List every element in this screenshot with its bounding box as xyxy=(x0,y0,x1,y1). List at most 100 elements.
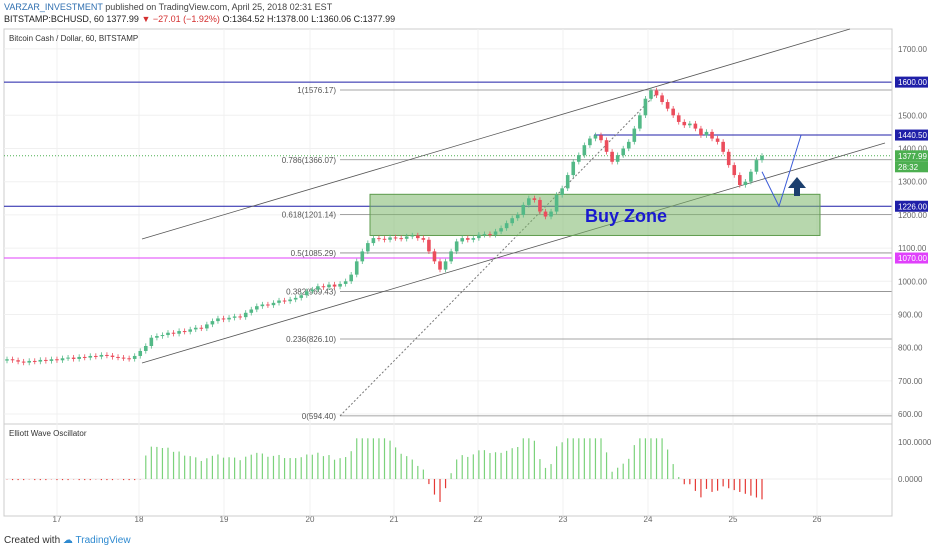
fib-level-label: 0.382(969.43) xyxy=(286,287,336,296)
x-tick-label: 17 xyxy=(53,515,62,524)
candle-body xyxy=(599,135,603,141)
candle-body xyxy=(149,337,154,346)
candle-body xyxy=(271,302,276,306)
candle-body xyxy=(399,238,403,240)
osc-tick-label: 100.0000 xyxy=(898,438,932,447)
candle-body xyxy=(538,199,542,212)
candle-body xyxy=(49,359,54,361)
candle-body xyxy=(354,261,359,275)
tradingview-logo-icon[interactable]: ☁ xyxy=(62,535,73,546)
fib-level-label: 0.5(1085.29) xyxy=(291,249,337,258)
candle-body xyxy=(55,359,59,361)
y-tick-label: 800.00 xyxy=(898,344,923,353)
candle-body xyxy=(138,350,143,356)
candle-body xyxy=(332,284,337,287)
candle-body xyxy=(32,360,37,362)
candle-body xyxy=(5,359,9,361)
candle-body xyxy=(493,231,498,235)
fib-level-label: 1(1576.17) xyxy=(297,86,336,95)
candle-body xyxy=(688,123,692,126)
candle-body xyxy=(110,355,115,357)
candle-body xyxy=(121,357,126,359)
x-tick-label: 22 xyxy=(474,515,483,524)
price-badge-label: 1226.00 xyxy=(898,202,927,211)
candle-body xyxy=(232,316,237,318)
author-link[interactable]: VARZAR_INVESTMENT xyxy=(4,2,103,12)
y-tick-label: 1700.00 xyxy=(898,45,927,54)
x-tick-label: 19 xyxy=(220,515,229,524)
candle-body xyxy=(255,306,259,310)
candle-body xyxy=(166,332,170,336)
price-badge xyxy=(895,252,928,264)
candle-body xyxy=(488,234,492,236)
candle-body xyxy=(171,332,176,334)
candle-body xyxy=(27,360,32,363)
candle-body xyxy=(238,316,242,318)
y-tick-label: 1400.00 xyxy=(898,144,927,153)
candle-body xyxy=(743,181,748,186)
candle-body xyxy=(277,300,281,303)
candle-body xyxy=(94,355,98,357)
candle-body xyxy=(532,198,537,200)
candle-body xyxy=(393,237,398,239)
candle-body xyxy=(371,238,376,244)
candle-body xyxy=(527,198,531,205)
low-value: L:1360.06 xyxy=(311,14,352,24)
candle-body xyxy=(565,175,570,189)
candle-body xyxy=(610,151,614,162)
candle-body xyxy=(316,286,320,290)
candle-body xyxy=(604,140,609,152)
candle-body xyxy=(460,238,465,242)
price-badge-label: 28:32 xyxy=(898,163,919,172)
x-tick-label: 25 xyxy=(729,515,738,524)
candle-body xyxy=(554,194,559,212)
candle-body xyxy=(549,211,553,217)
last-price: 1377.99 xyxy=(106,14,139,24)
candle-body xyxy=(715,138,720,142)
candle-body xyxy=(477,234,481,239)
candle-body xyxy=(510,218,514,224)
candle-body xyxy=(710,131,714,139)
candle-body xyxy=(443,261,448,270)
candle-body xyxy=(199,327,204,329)
candle-body xyxy=(571,161,576,176)
fib-level-label: 0.618(1201.14) xyxy=(282,211,337,220)
candle-body xyxy=(421,238,426,240)
candle-body xyxy=(155,336,159,338)
channel-lower-line xyxy=(141,142,886,364)
price-badge-label: 1600.00 xyxy=(898,78,927,87)
price-badge-label: 1440.50 xyxy=(898,131,927,140)
candle-body xyxy=(404,236,409,239)
candle-body xyxy=(338,283,342,287)
symbol-label: BITSTAMP:BCHUSD, 60 xyxy=(4,14,104,24)
candle-body xyxy=(577,155,581,162)
tradingview-link[interactable]: TradingView xyxy=(75,535,131,546)
price-badge xyxy=(895,200,928,212)
candle-body xyxy=(127,358,131,360)
created-with-label: Created with xyxy=(4,535,61,546)
candle-body xyxy=(682,121,687,126)
candle-body xyxy=(38,359,43,362)
candle-body xyxy=(77,356,81,359)
y-tick-label: 700.00 xyxy=(898,377,923,386)
candle-body xyxy=(665,102,670,109)
candle-body xyxy=(16,360,20,362)
candle-body xyxy=(71,357,76,359)
candle-body xyxy=(416,235,420,239)
high-value: H:1378.00 xyxy=(267,14,309,24)
projection-path xyxy=(761,135,802,208)
candle-body xyxy=(105,354,109,356)
candle-body xyxy=(310,289,315,292)
candle-body xyxy=(676,115,681,122)
candle-body xyxy=(388,237,392,240)
y-tick-label: 1200.00 xyxy=(898,211,927,220)
x-tick-label: 24 xyxy=(644,515,653,524)
buy-zone-label: Buy Zone xyxy=(585,206,667,226)
candle-body xyxy=(521,204,526,215)
candle-body xyxy=(266,304,270,306)
candle-body xyxy=(21,361,26,363)
candle-body xyxy=(377,238,381,240)
candle-body xyxy=(304,291,309,296)
y-tick-label: 1300.00 xyxy=(898,178,927,187)
